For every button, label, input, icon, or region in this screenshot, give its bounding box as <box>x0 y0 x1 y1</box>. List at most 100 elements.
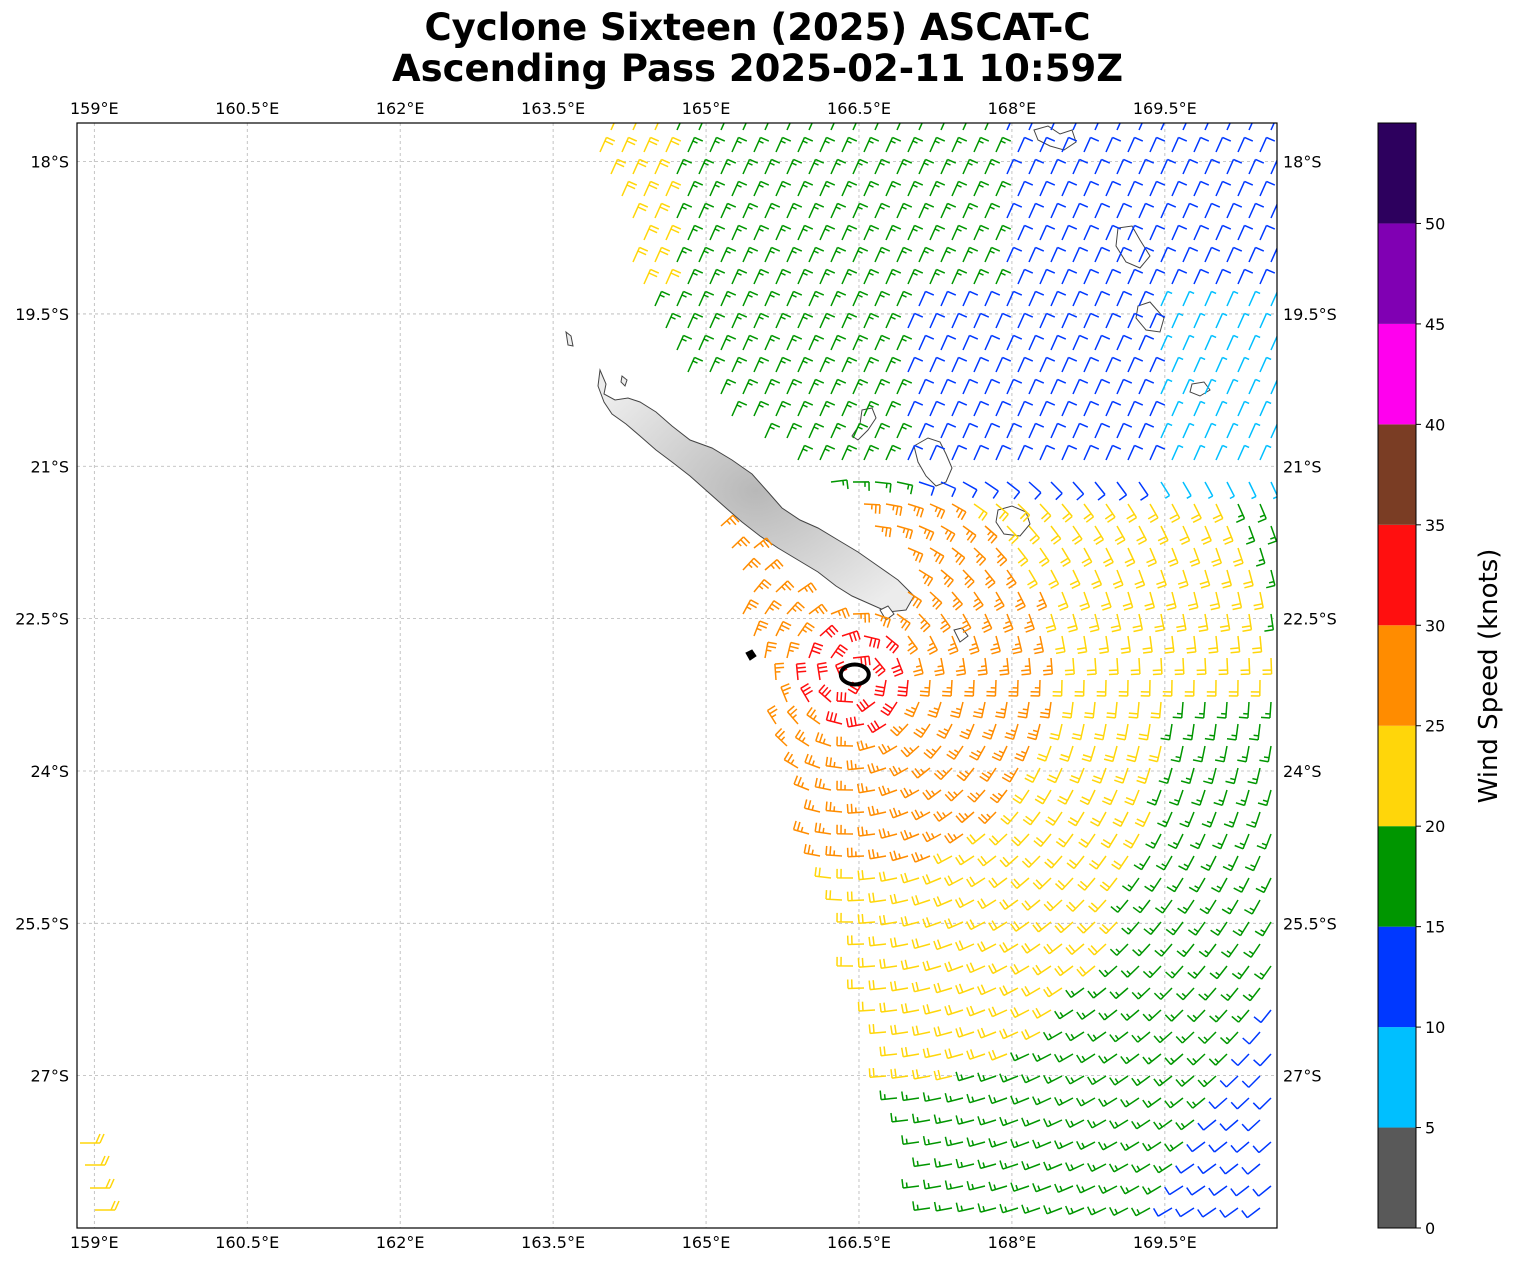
wind-barb <box>753 224 770 241</box>
wind-barb <box>676 334 693 351</box>
lon-label-top: 168°E <box>988 99 1037 118</box>
wind-barb <box>1109 987 1129 1000</box>
wind-barb <box>1098 965 1118 978</box>
wind-barb <box>1010 1182 1030 1192</box>
wind-barb <box>1237 136 1254 153</box>
wind-barb <box>1036 745 1052 762</box>
wind-barb <box>1138 202 1155 219</box>
wind-barb <box>1050 525 1062 545</box>
wind-barb <box>808 378 825 395</box>
wind-barb <box>1252 1097 1272 1110</box>
wind-barb <box>922 789 942 801</box>
wind-barb <box>1172 701 1184 719</box>
lat-label-left: 24°S <box>30 762 69 781</box>
wind-barb <box>984 158 1001 175</box>
wind-barb <box>783 751 799 769</box>
wind-barb <box>1210 921 1228 936</box>
wind-barb <box>1072 246 1089 263</box>
wind-barb <box>1075 1097 1096 1107</box>
wind-barb <box>1142 965 1162 979</box>
wind-barb <box>874 525 892 538</box>
wind-barb <box>825 711 843 725</box>
wind-barb <box>911 938 931 950</box>
wind-barb <box>918 378 935 395</box>
wind-barb <box>1193 356 1206 373</box>
lon-label-bottom: 162°E <box>376 1233 425 1252</box>
lon-label-top: 166.5°E <box>827 99 891 118</box>
wind-barb <box>1112 811 1129 827</box>
wind-barb <box>1043 899 1063 912</box>
wind-barb <box>973 547 987 567</box>
wind-barb <box>977 941 997 953</box>
wind-barb <box>775 580 795 593</box>
wind-barb <box>918 422 935 439</box>
wind-barb <box>825 845 843 857</box>
wind-barb <box>1253 1009 1272 1024</box>
wind-barb <box>814 867 832 879</box>
wind-barb <box>1259 356 1272 373</box>
wind-barb <box>1219 1075 1239 1088</box>
wind-barb <box>1253 591 1264 611</box>
wind-barb <box>1042 657 1054 676</box>
wind-barb <box>836 868 854 879</box>
wind-barb <box>1237 356 1250 373</box>
wind-barb <box>1167 547 1179 567</box>
wind-barb <box>1100 591 1112 611</box>
wind-barb <box>922 1179 942 1190</box>
wind-barb <box>1188 877 1206 893</box>
wind-barb <box>856 740 876 752</box>
colorbar-tick-label: 20 <box>1425 817 1445 836</box>
wind-barb <box>918 481 935 496</box>
wind-barb <box>1175 1075 1195 1087</box>
wind-barb <box>940 202 957 219</box>
wind-barb <box>1219 1207 1239 1218</box>
wind-barb <box>879 958 898 970</box>
wind-barb <box>1216 701 1228 719</box>
wind-barb <box>1259 312 1272 329</box>
wind-barb <box>1116 123 1121 131</box>
wind-barb <box>808 158 825 175</box>
wind-barb <box>1061 503 1073 523</box>
wind-barb <box>1259 268 1276 285</box>
wind-barb <box>1148 745 1162 763</box>
wind-barb <box>1052 679 1063 697</box>
wind-barb <box>897 679 909 697</box>
wind-barb <box>845 716 865 728</box>
wind-barb <box>1105 356 1122 373</box>
wind-barb <box>1204 422 1217 439</box>
wind-barb <box>1087 1075 1107 1086</box>
wind-barb <box>1017 136 1034 153</box>
wind-barb <box>1090 811 1107 827</box>
wind-barb <box>852 422 869 439</box>
wind-barb <box>867 763 887 774</box>
wind-barb <box>977 1027 997 1039</box>
wind-barb <box>955 1115 975 1125</box>
wind-barb <box>1199 569 1211 589</box>
wind-barb <box>1243 569 1254 589</box>
wind-barb <box>797 622 815 637</box>
wind-barb <box>999 1160 1019 1170</box>
wind-barb <box>1076 1053 1096 1064</box>
wind-barb <box>764 600 782 615</box>
wind-barb <box>951 591 963 611</box>
wind-barb <box>1234 833 1250 850</box>
wind-barb <box>632 202 649 219</box>
wind-barb <box>797 136 814 153</box>
wind-barb <box>800 682 813 703</box>
wind-barb <box>841 356 858 373</box>
wind-barb <box>836 912 854 923</box>
wind-barb <box>766 705 778 725</box>
wind-barb <box>621 180 638 197</box>
wind-barb <box>1179 811 1195 828</box>
wind-barb <box>1149 180 1166 197</box>
wind-barb <box>1171 400 1184 417</box>
wind-barb <box>874 290 891 307</box>
wind-barb <box>1237 224 1254 241</box>
wind-barb <box>1077 877 1096 891</box>
wind-barb <box>709 224 726 241</box>
wind-barb <box>940 613 951 633</box>
wind-barb <box>918 246 935 263</box>
wind-barb <box>742 158 759 175</box>
wind-barb <box>1110 613 1122 633</box>
wind-barb <box>632 158 649 175</box>
